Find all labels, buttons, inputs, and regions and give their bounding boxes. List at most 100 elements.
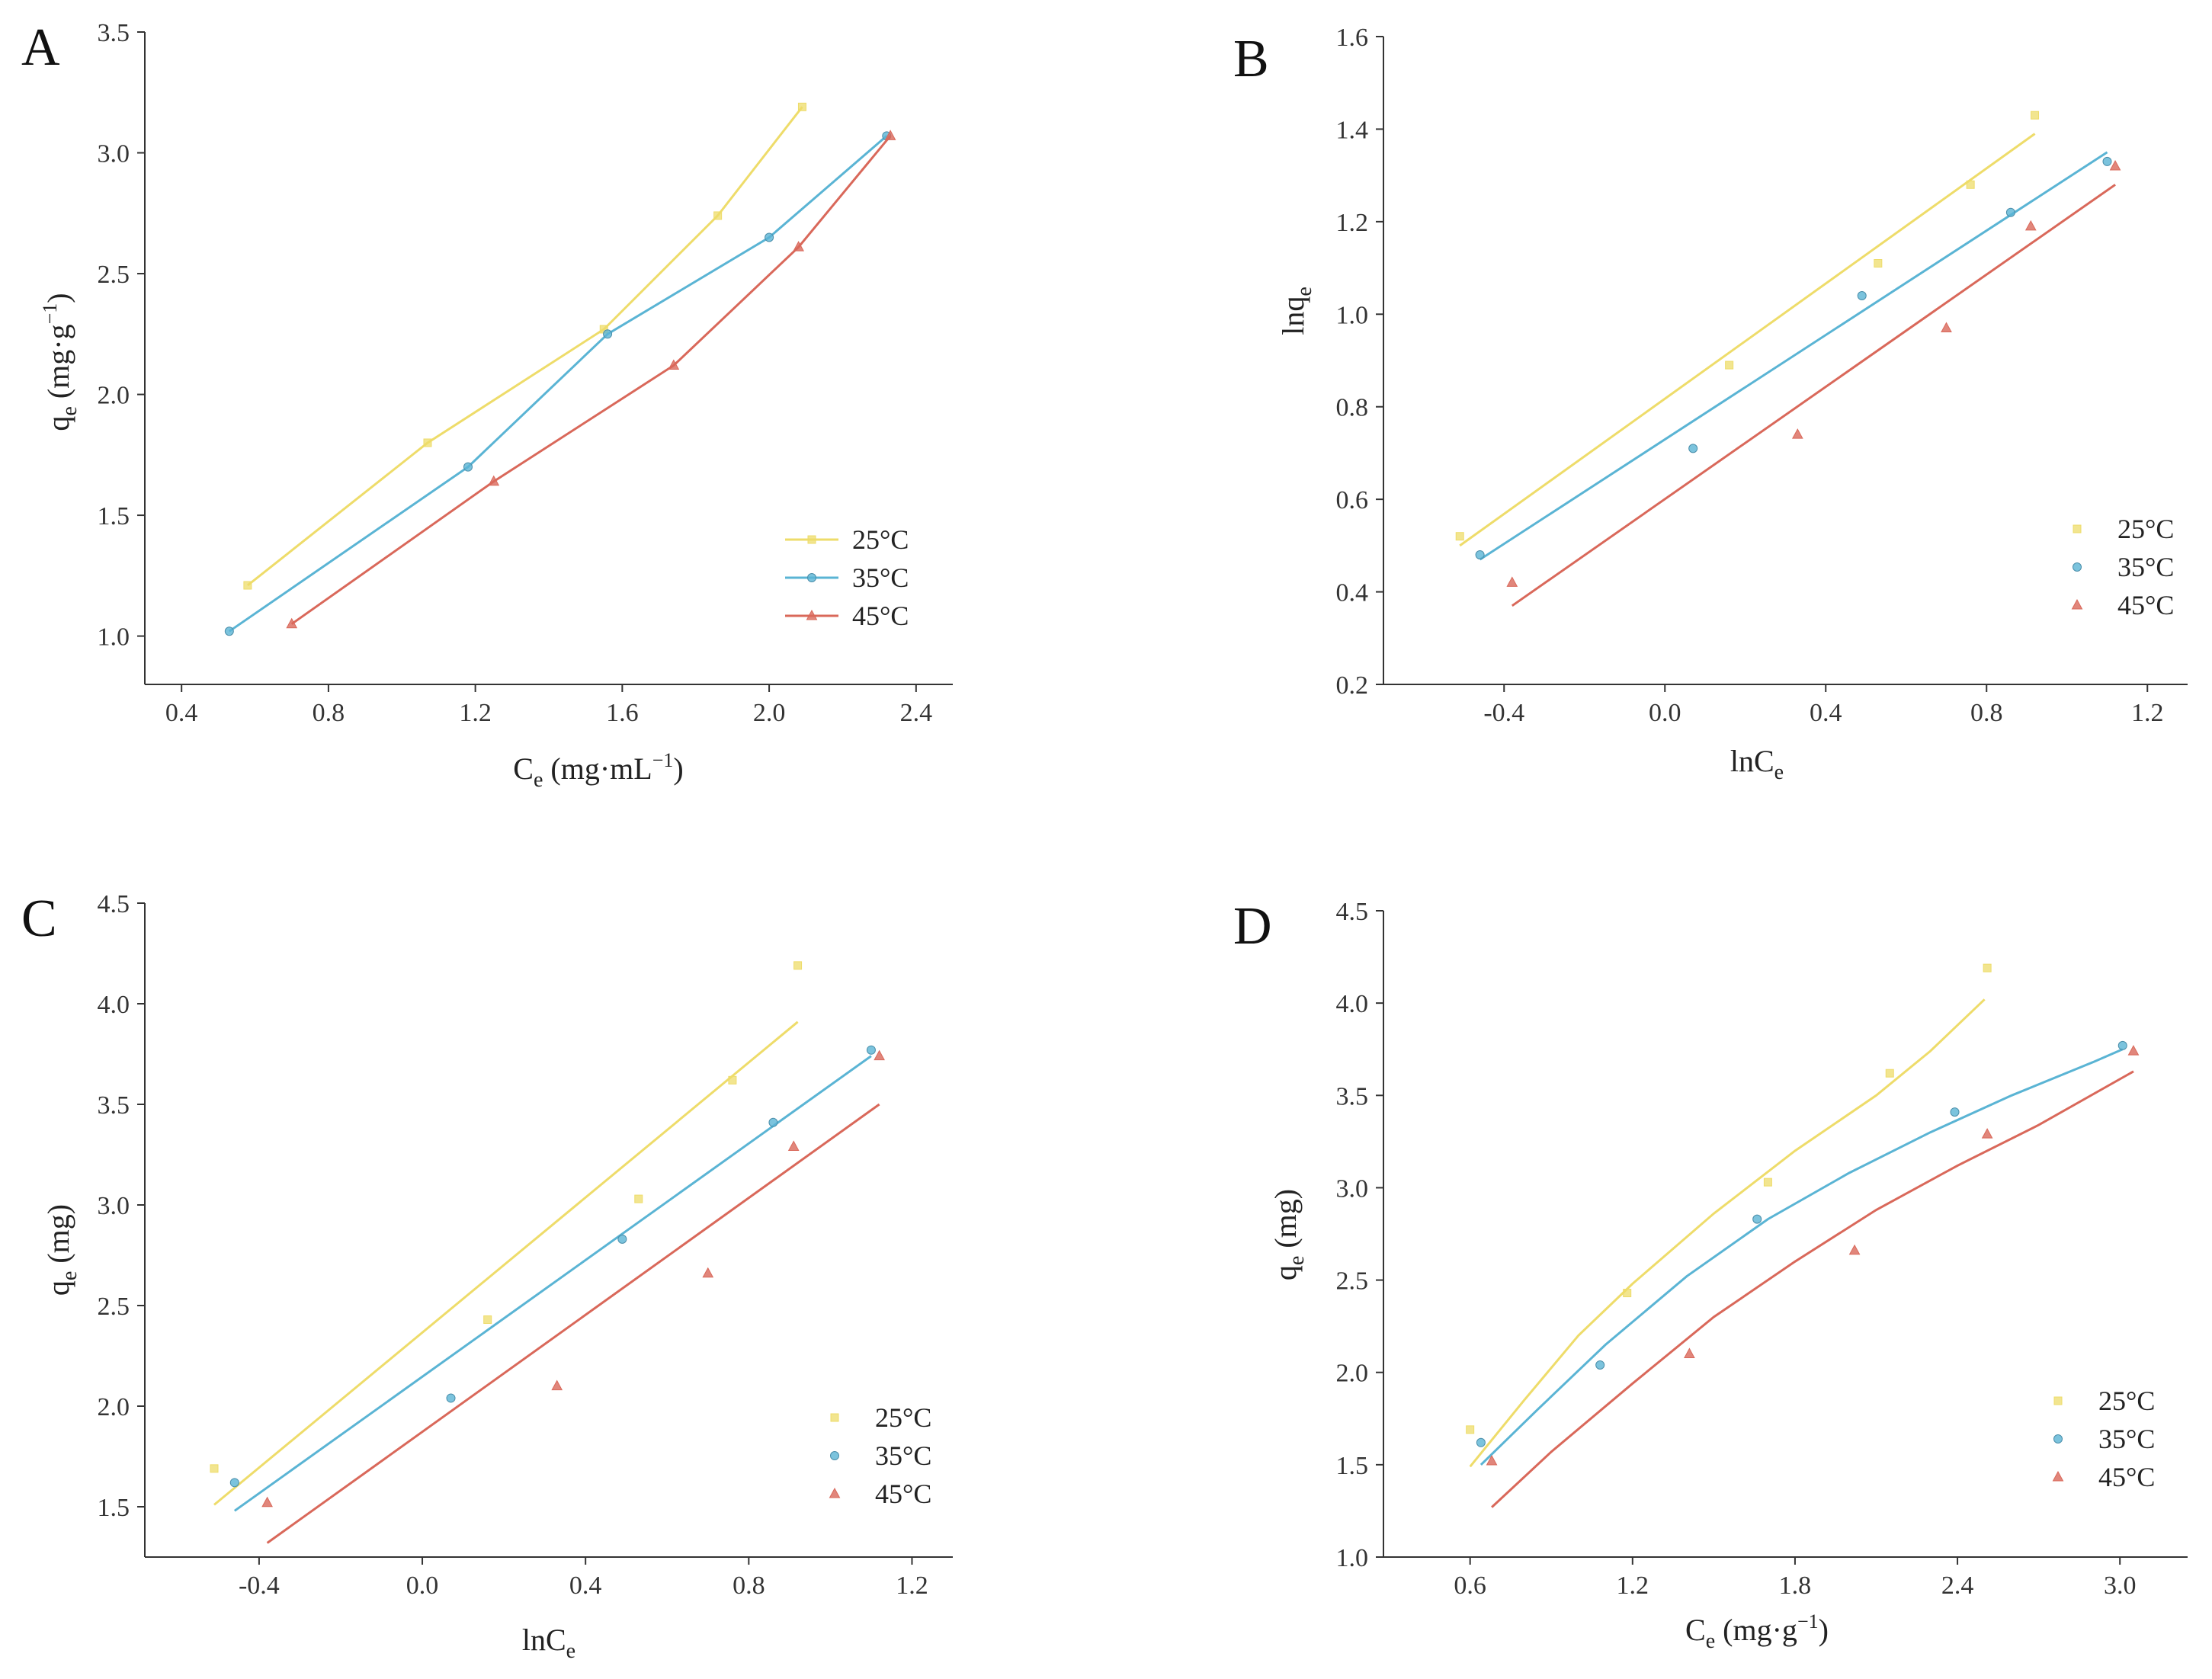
x-tick-label: 2.4 [1941,1572,1974,1600]
x-tick-label: 1.2 [896,1572,928,1600]
data-point [793,961,803,970]
panel-letter: D [1233,897,1272,956]
data-point [768,1117,778,1127]
data-point [2102,156,2112,166]
data-point [866,1045,876,1055]
data-point [2117,1040,2127,1050]
data-point [446,1393,456,1403]
fit-line [1469,998,1986,1468]
x-tick-label: 2.0 [753,699,786,727]
legend-marker [830,1413,839,1422]
x-tick-label: 0.8 [733,1572,765,1600]
series-25c [1466,963,1992,1468]
data-point [1623,1289,1632,1298]
series-35c [1475,151,2112,561]
x-tick-label: 3.0 [2104,1572,2137,1600]
legend-item: 45°C [829,1479,931,1509]
y-tick-label: 1.0 [1336,301,1369,329]
data-point [2024,219,2037,231]
y-tick-label: 2.5 [1336,1267,1369,1296]
y-tick-label: 0.6 [1336,486,1369,514]
x-tick-label: 0.8 [313,699,345,727]
legend-label: 25°C [875,1402,931,1433]
x-tick-label: -0.4 [1483,699,1524,727]
data-point [2005,207,2015,217]
y-tick-label: 3.0 [1336,1174,1369,1203]
x-tick-label: 0.4 [1810,699,1842,727]
series-45c [1506,159,2121,607]
series-35c [229,1045,876,1512]
legend-label: 45°C [2098,1462,2155,1492]
series-45c [1486,1045,2140,1508]
data-point [243,581,252,590]
data-point [1688,444,1698,453]
legend-item: 25°C [2053,1386,2155,1416]
y-tick-label: 1.0 [1336,1544,1369,1572]
fit-line [213,1021,799,1506]
data-point [1885,1069,1894,1078]
fit-line [228,135,888,633]
y-tick-label: 2.5 [98,261,130,289]
series-25c [243,102,806,590]
x-tick-label: 1.8 [1779,1572,1812,1600]
legend-marker [806,609,818,620]
fit-line [233,1055,872,1512]
data-point [1857,291,1867,300]
legend-marker [829,1487,841,1498]
fit-line [1491,1070,2134,1508]
data-point [1874,259,1883,268]
data-point [1595,1360,1605,1370]
data-point [286,617,298,629]
data-point [1981,1128,1993,1139]
legend-item: 35°C [2073,552,2174,582]
y-tick-label: 4.0 [98,991,130,1019]
y-axis-title: qe (mg) [41,1204,82,1296]
x-tick-label: 1.2 [1617,1572,1649,1600]
data-point [2031,111,2040,120]
y-tick-label: 0.4 [1336,579,1369,607]
data-point [765,232,774,242]
y-tick-label: 1.4 [1336,116,1369,144]
panel-A: A 0.4 0.8 1.2 1.6 2.0 2.4 1.0 1.5 2.0 2.5 3.0 3.5 Ce … [21,18,953,792]
y-tick-label: 3.5 [98,19,130,47]
panel-letter: B [1233,30,1269,88]
y-axis-title: qe (mg) [1268,1189,1309,1280]
data-point [874,1049,885,1061]
fit-line [246,106,803,587]
data-point [1763,1178,1772,1187]
data-point [1475,550,1485,559]
legend-marker [2053,1396,2063,1405]
x-tick-label: 0.8 [1970,699,2003,727]
data-point [1684,1347,1695,1358]
y-tick-label: 2.0 [1336,1360,1369,1388]
legend-item: 45°C [785,601,909,631]
y-axis-title: lnqe [1276,287,1316,335]
legend-marker [2073,562,2082,572]
series-25c [210,961,803,1506]
x-tick-label: 0.4 [569,1572,602,1600]
fit-line [1479,151,2108,561]
data-point [1486,1454,1498,1466]
data-point [1941,322,1952,332]
series-35c [1476,1040,2127,1466]
y-tick-label: 0.2 [1336,671,1369,700]
x-tick-label: 0.0 [1649,699,1681,727]
legend-marker [807,573,816,582]
data-point [463,462,473,472]
fit-line [1479,1048,2124,1466]
y-tick-label: 1.5 [98,1494,130,1522]
data-point [1455,532,1464,541]
y-tick-label: 2.0 [98,1393,130,1421]
x-tick-label: 0.6 [1454,1572,1486,1600]
data-point [488,475,500,486]
series-45c [261,1049,885,1544]
y-tick-label: 3.0 [98,140,130,168]
legend-marker [807,535,816,544]
x-tick-label: 2.4 [900,699,933,727]
data-point [713,211,723,220]
data-point [1983,963,1992,972]
data-point [787,1140,800,1151]
data-point [224,626,234,636]
data-point [1725,360,1734,370]
